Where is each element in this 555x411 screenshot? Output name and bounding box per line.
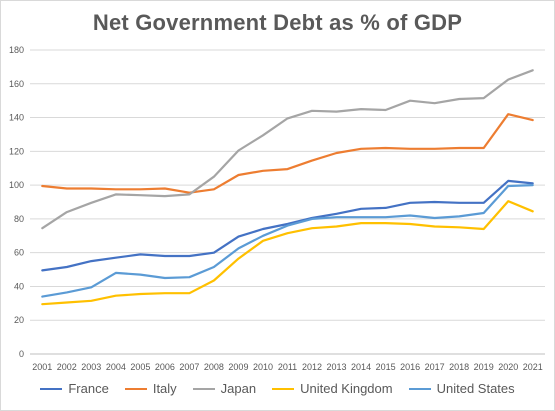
legend-label: France (68, 381, 109, 396)
x-tick-label: 2021 (523, 362, 543, 372)
x-tick-label: 2011 (278, 362, 297, 372)
y-tick-label: 160 (9, 79, 24, 89)
y-tick-label: 60 (14, 248, 24, 258)
series-line-france (41, 179, 534, 272)
x-tick-label: 2009 (228, 362, 248, 372)
legend-label: Japan (220, 381, 257, 396)
x-tick-label: 2003 (81, 362, 101, 372)
x-tick-label: 2017 (425, 362, 445, 372)
y-tick-label: 20 (14, 315, 24, 325)
x-tick-label: 2012 (302, 362, 322, 372)
legend-item: United States (408, 381, 515, 396)
x-tick-label: 2019 (474, 362, 494, 372)
x-tick-label: 2014 (351, 362, 371, 372)
series-line-japan (41, 69, 534, 230)
chart-title: Net Government Debt as % of GDP (92, 10, 463, 35)
x-tick-label: 2016 (400, 362, 420, 372)
y-tick-label: 180 (9, 45, 24, 55)
legend-swatch (124, 387, 147, 390)
legend-label: Italy (152, 381, 177, 396)
x-tick-label: 2008 (204, 362, 224, 372)
x-tick-label: 2020 (498, 362, 518, 372)
legend-item: United Kingdom (272, 381, 393, 396)
y-tick-label: 120 (9, 146, 24, 156)
y-tick-label: 40 (14, 281, 24, 291)
y-tick-label: 0 (19, 349, 24, 359)
x-tick-label: 2002 (57, 362, 77, 372)
legend-item: Japan (192, 381, 257, 396)
series-line-italy (41, 113, 534, 194)
y-tick-label: 100 (9, 180, 24, 190)
legend-swatch (40, 387, 63, 390)
x-tick-label: 2013 (327, 362, 347, 372)
legend-swatch (408, 387, 431, 390)
chart-legend: France Italy Japan United Kingdom United Sta… (0, 381, 555, 396)
legend-swatch (272, 387, 295, 390)
legend-label: United Kingdom (300, 381, 393, 396)
x-tick-label: 2005 (130, 362, 150, 372)
x-tick-label: 2006 (155, 362, 175, 372)
series-line-united-kingdom (41, 200, 534, 306)
legend-item: France (40, 381, 109, 396)
y-tick-label: 80 (14, 214, 24, 224)
y-tick-label: 140 (9, 113, 24, 123)
series-line-united-states (41, 184, 534, 298)
x-tick-label: 2001 (32, 362, 52, 372)
x-tick-label: 2010 (253, 362, 273, 372)
x-tick-label: 2018 (449, 362, 469, 372)
x-tick-label: 2015 (376, 362, 396, 372)
x-tick-label: 2004 (106, 362, 126, 372)
legend-item: Italy (124, 381, 177, 396)
legend-swatch (192, 387, 215, 390)
x-tick-label: 2007 (179, 362, 199, 372)
legend-label: United States (436, 381, 515, 396)
